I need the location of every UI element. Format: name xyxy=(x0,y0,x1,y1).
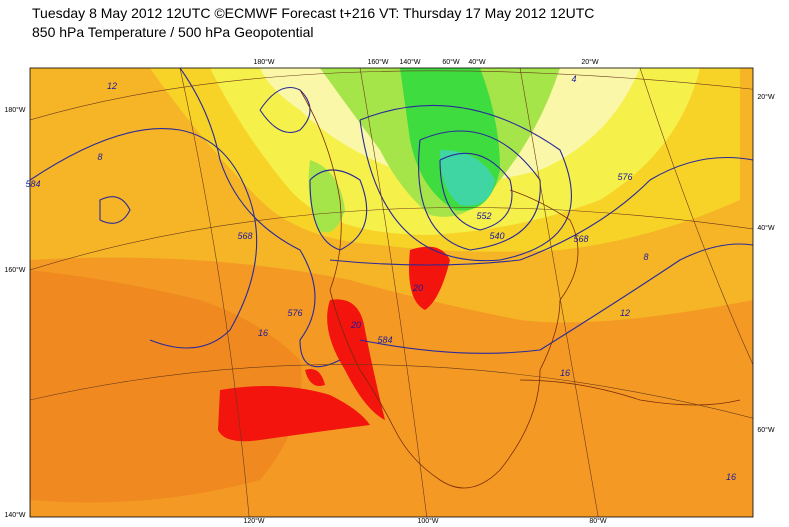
contour xyxy=(259,86,311,134)
coordinate-label: 40°W xyxy=(468,58,486,66)
contour-label: 568 xyxy=(237,231,252,241)
map xyxy=(30,68,753,517)
coordinate-label: 180°W xyxy=(4,106,25,114)
heat-zone xyxy=(409,246,450,310)
coordinate-label: 40°W xyxy=(757,224,775,232)
graticule xyxy=(30,207,753,271)
contour-label: 584 xyxy=(377,335,392,345)
coordinate-label: 160°W xyxy=(367,58,388,66)
graticule xyxy=(359,68,428,517)
labels: 180°W 160°W 140°W 60°W 40°W 20°W 120°W 100°W 80°… xyxy=(4,58,775,525)
graticule xyxy=(519,68,599,517)
contour-label: 12 xyxy=(107,81,117,91)
contour-label: 584 xyxy=(25,179,40,189)
coordinate-label: 100°W xyxy=(417,517,438,525)
contour xyxy=(418,130,541,251)
contour-label: 16 xyxy=(560,368,570,378)
contour xyxy=(329,156,753,266)
graticule xyxy=(30,70,753,121)
graticule xyxy=(179,68,250,517)
contour-label: 8 xyxy=(643,252,648,262)
cold-core xyxy=(440,150,495,206)
map-frame xyxy=(29,67,754,518)
contour-label: 576 xyxy=(287,308,302,318)
contour-label: 568 xyxy=(573,234,588,244)
contour xyxy=(309,169,368,251)
contour-label: 16 xyxy=(726,472,736,482)
title: Tuesday 8 May 2012 12UTC ©ECMWF Forecast… xyxy=(32,5,594,21)
contour-label: 8 xyxy=(97,152,102,162)
contour-label: 576 xyxy=(617,172,632,182)
coordinate-label: 80°W xyxy=(589,517,607,525)
coordinate-label: 60°W xyxy=(757,426,775,434)
coordinate-label: 180°W xyxy=(253,58,274,66)
contour-label: 540 xyxy=(489,231,504,241)
heat-zone xyxy=(327,299,385,420)
subtitle: 850 hPa Temperature / 500 hPa Geopotenti… xyxy=(32,24,314,40)
heat-zone xyxy=(218,386,370,442)
contour xyxy=(99,196,131,224)
hot-zone xyxy=(30,270,302,503)
contour xyxy=(359,243,753,354)
heat-zone xyxy=(305,369,325,386)
contour xyxy=(30,128,258,349)
contour-label: 20 xyxy=(412,283,423,293)
coastline xyxy=(299,89,579,489)
contour-label: 16 xyxy=(258,328,268,338)
coordinate-label: 60°W xyxy=(442,58,460,66)
coordinate-label: 120°W xyxy=(243,517,264,525)
contour xyxy=(179,68,341,368)
coordinate-label: 160°W xyxy=(4,266,25,274)
cold-pocket xyxy=(308,160,345,233)
coordinate-label: 20°W xyxy=(757,93,775,101)
contour-label: 12 xyxy=(620,308,630,318)
coordinate-label: 140°W xyxy=(4,511,25,519)
contour xyxy=(359,105,572,262)
coordinate-label: 140°W xyxy=(399,58,420,66)
coastline xyxy=(519,379,741,406)
graticule xyxy=(30,364,753,419)
graticule xyxy=(639,68,753,366)
contour-label: 20 xyxy=(350,320,361,330)
contour xyxy=(439,152,513,231)
contour-label: 4 xyxy=(571,74,576,84)
coordinate-label: 20°W xyxy=(581,58,599,66)
contour-label: 552 xyxy=(476,211,491,221)
